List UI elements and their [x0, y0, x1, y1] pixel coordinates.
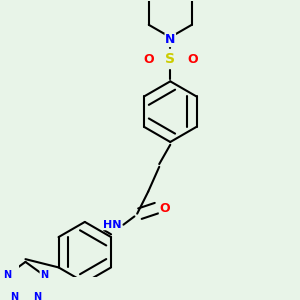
Text: S: S	[165, 52, 175, 66]
Text: N: N	[3, 270, 11, 280]
Text: N: N	[40, 270, 48, 280]
Text: N: N	[33, 292, 41, 300]
Text: N: N	[165, 34, 175, 46]
Text: O: O	[159, 202, 170, 214]
Text: O: O	[143, 53, 154, 66]
Text: N: N	[10, 292, 18, 300]
Text: HN: HN	[103, 220, 122, 230]
Text: O: O	[187, 53, 198, 66]
